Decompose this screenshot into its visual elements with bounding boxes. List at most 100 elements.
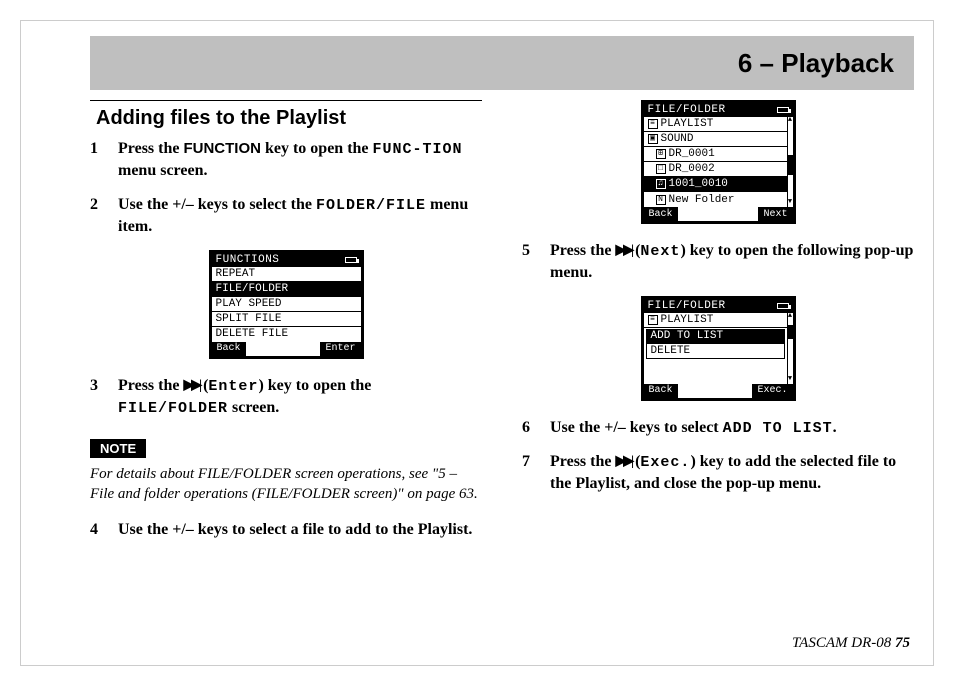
item-icon: ♫ — [656, 179, 666, 189]
lcd-scrollbar: ▲ ▼ — [787, 313, 793, 384]
step-5: 5 Press the ▶▶| (Next) key to open the f… — [522, 240, 914, 284]
step-text: Use the +/– keys to select ADD TO LIST. — [550, 417, 914, 439]
left-column: Adding files to the Playlist 1 Press the… — [90, 100, 482, 626]
lcd-title-text: FILE/FOLDER — [648, 104, 726, 116]
step-4: 4 Use the +/– keys to select a file to a… — [90, 519, 482, 541]
lcd-row: FILE/FOLDER — [212, 282, 361, 297]
lcd-title-text: FILE/FOLDER — [648, 300, 726, 312]
step-number: 2 — [90, 194, 106, 238]
scroll-thumb — [788, 155, 793, 175]
section-title: Adding files to the Playlist — [90, 107, 482, 130]
fast-forward-icon: ▶▶| — [615, 453, 631, 472]
lcd-popup: FILE/FOLDER ≡ PLAYLIST ADD TO LISTDELETE — [641, 296, 796, 401]
lcd-footer: Back Next — [644, 207, 793, 221]
lcd-title-bar: FILE/FOLDER — [644, 103, 793, 117]
step-number: 6 — [522, 417, 538, 439]
scroll-track — [788, 321, 793, 376]
item-icon: ≡ — [648, 119, 658, 129]
lcd-scrollbar: ▲ ▼ — [787, 117, 793, 207]
step-text: Press the ▶▶| (Next) key to open the fol… — [550, 240, 914, 284]
item-icon: □ — [656, 164, 666, 174]
lcd-body: ≡ PLAYLIST ADD TO LISTDELETE ▲ ▼ — [644, 313, 793, 384]
step-text: Press the ▶▶| (Enter) key to open the FI… — [118, 375, 482, 420]
lcd-rows: REPEATFILE/FOLDERPLAY SPEEDSPLIT FILEDEL… — [212, 267, 361, 342]
step-text: Use the +/– keys to select a file to add… — [118, 519, 482, 541]
lcd-functions: FUNCTIONS REPEATFILE/FOLDERPLAY SPEEDSPL… — [209, 250, 364, 359]
lcd-footer-right: Next — [758, 207, 792, 221]
fast-forward-icon: ▶▶| — [615, 242, 631, 261]
lcd-title-bar: FUNCTIONS — [212, 253, 361, 267]
lcd-row: ⊞DR_0001 — [644, 147, 787, 162]
item-icon: N — [656, 195, 666, 205]
lcd-row: ≡PLAYLIST — [644, 117, 787, 132]
lcd-row-label: PLAYLIST — [661, 118, 714, 130]
lcd-row: PLAY SPEED — [212, 297, 361, 312]
right-column: FILE/FOLDER ≡PLAYLIST▣SOUND⊞DR_0001□DR_0… — [522, 100, 914, 626]
step-number: 7 — [522, 451, 538, 495]
lcd-row-label: DR_0001 — [669, 148, 715, 160]
lcd-row: SPLIT FILE — [212, 312, 361, 327]
lcd-footer-right: Exec. — [752, 384, 792, 398]
lcd-row: NNew Folder — [644, 192, 787, 207]
lcd-file-folder: FILE/FOLDER ≡PLAYLIST▣SOUND⊞DR_0001□DR_0… — [641, 100, 796, 224]
lcd-rows: ≡PLAYLIST▣SOUND⊞DR_0001□DR_0002♫1001_001… — [644, 117, 787, 207]
step-text: Use the +/– keys to select the FOLDER/FI… — [118, 194, 482, 238]
step-text: Press the ▶▶| (Exec.) key to add the sel… — [550, 451, 914, 495]
lcd-footer-right: Enter — [320, 342, 360, 356]
lcd-file-folder-wrap: FILE/FOLDER ≡PLAYLIST▣SOUND⊞DR_0001□DR_0… — [522, 100, 914, 224]
lcd-row: ♫1001_0010 — [644, 177, 787, 192]
lcd-footer-left: Back — [644, 207, 678, 221]
lcd-row-label: DR_0002 — [669, 163, 715, 175]
lcd-row: DELETE FILE — [212, 327, 361, 342]
scroll-track — [788, 125, 793, 199]
lcd-row: REPEAT — [212, 267, 361, 282]
section-rule — [90, 100, 482, 101]
content-area: Adding files to the Playlist 1 Press the… — [90, 100, 914, 626]
lcd-rows: ≡ PLAYLIST ADD TO LISTDELETE — [644, 313, 787, 384]
playlist-icon: ≡ — [648, 315, 658, 325]
fast-forward-icon: ▶▶| — [183, 377, 199, 396]
footer-page-number: 75 — [895, 635, 910, 651]
step-1: 1 Press the FUNCTION key to open the FUN… — [90, 138, 482, 182]
step-6: 6 Use the +/– keys to select ADD TO LIST… — [522, 417, 914, 439]
lcd-row-label: SOUND — [661, 133, 694, 145]
step-number: 1 — [90, 138, 106, 182]
step-number: 5 — [522, 240, 538, 284]
scroll-up-icon: ▲ — [788, 313, 793, 321]
lcd-row: □DR_0002 — [644, 162, 787, 177]
note-text: For details about FILE/FOLDER screen ope… — [90, 464, 482, 505]
battery-icon — [345, 257, 357, 263]
lcd-popup-box: ADD TO LISTDELETE — [646, 329, 785, 359]
footer-model: TASCAM DR-08 — [792, 635, 895, 651]
lcd-spacer — [644, 360, 787, 384]
popup-row: ADD TO LIST — [647, 330, 784, 344]
note-badge: NOTE — [90, 439, 146, 458]
lcd-row: ≡ PLAYLIST — [644, 313, 787, 328]
scroll-up-icon: ▲ — [788, 117, 793, 125]
step-text: Press the FUNCTION key to open the FUNC-… — [118, 138, 482, 182]
lcd-footer-left: Back — [644, 384, 678, 398]
lcd-footer-left: Back — [212, 342, 246, 356]
lcd-row-label: New Folder — [669, 194, 735, 206]
lcd-body: ≡PLAYLIST▣SOUND⊞DR_0001□DR_0002♫1001_001… — [644, 117, 793, 207]
lcd-footer: Back Enter — [212, 342, 361, 356]
lcd-row-label: PLAYLIST — [661, 314, 714, 326]
chapter-header: 6 – Playback — [90, 36, 914, 90]
step-3: 3 Press the ▶▶| (Enter) key to open the … — [90, 375, 482, 420]
lcd-row: ▣SOUND — [644, 132, 787, 147]
step-number: 3 — [90, 375, 106, 420]
chapter-title: 6 – Playback — [738, 48, 894, 79]
step-number: 4 — [90, 519, 106, 541]
lcd-row-label: 1001_0010 — [669, 178, 728, 190]
battery-icon — [777, 303, 789, 309]
step-2: 2 Use the +/– keys to select the FOLDER/… — [90, 194, 482, 238]
scroll-thumb — [788, 325, 793, 339]
battery-icon — [777, 107, 789, 113]
item-icon: ▣ — [648, 134, 658, 144]
lcd-footer: Back Exec. — [644, 384, 793, 398]
step-7: 7 Press the ▶▶| (Exec.) key to add the s… — [522, 451, 914, 495]
lcd-title-bar: FILE/FOLDER — [644, 299, 793, 313]
popup-row: DELETE — [647, 344, 784, 358]
page-footer: TASCAM DR-08 75 — [792, 635, 910, 652]
scroll-down-icon: ▼ — [788, 199, 793, 207]
